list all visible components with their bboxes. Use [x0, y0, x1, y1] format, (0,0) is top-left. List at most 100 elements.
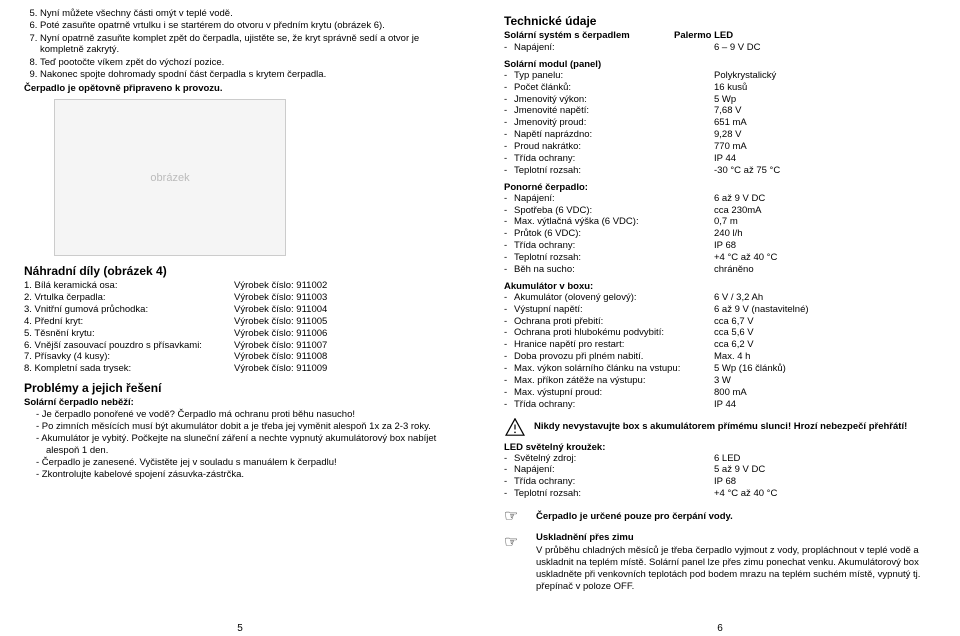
page-number: 6 — [717, 623, 723, 634]
instruction-step: Poté zasuňte opatrně vrtulku i se starté… — [40, 20, 456, 31]
spec-val: 3 W — [714, 375, 936, 387]
spec-val: 5 Wp — [714, 94, 936, 106]
spec-val: IP 44 — [714, 399, 936, 411]
spec-key: Světelný zdroj: — [514, 453, 714, 465]
spec-row: Napájení:6 až 9 V DC — [504, 193, 936, 205]
warning-icon — [504, 417, 526, 437]
spec-row: Třída ochrany:IP 68 — [504, 476, 936, 488]
spec-row: Třída ochrany:IP 44 — [504, 153, 936, 165]
spec-val: IP 68 — [714, 476, 936, 488]
system-name: Palermo LED — [674, 30, 936, 42]
spec-val: Max. 4 h — [714, 351, 936, 363]
spec-val: 770 mA — [714, 141, 936, 153]
spec-val: cca 230mA — [714, 205, 936, 217]
spec-key: Doba provozu při plném nabití. — [514, 351, 714, 363]
problems-subtitle: Solární čerpadlo neběží: — [24, 397, 456, 408]
spec-val: -30 °C až 75 °C — [714, 165, 936, 177]
spare-parts-list: 1. Bílá keramická osa:Výrobek číslo: 911… — [24, 280, 456, 375]
spare-part-row: 5. Těsnění krytu:Výrobek číslo: 911006 — [24, 328, 456, 340]
spare-part-row: 7. Přísavky (4 kusy):Výrobek číslo: 9110… — [24, 351, 456, 363]
part-name: 2. Vrtulka čerpadla: — [24, 292, 234, 304]
spare-part-row: 3. Vnitřní gumová průchodka:Výrobek čísl… — [24, 304, 456, 316]
spec-val: 6 V / 3,2 Ah — [714, 292, 936, 304]
spec-val: 800 mA — [714, 387, 936, 399]
spec-row: Výstupní napětí:6 až 9 V (nastavitelné) — [504, 304, 936, 316]
spec-val: IP 44 — [714, 153, 936, 165]
page-right: Technické údaje Solární systém s čerpadl… — [480, 0, 960, 636]
spec-val: chráněno — [714, 264, 936, 276]
spec-key: Třída ochrany: — [514, 240, 714, 252]
spec-val: +4 °C až 40 °C — [714, 252, 936, 264]
spec-val: Polykrystalický — [714, 70, 936, 82]
instruction-step: Teď pootočte víkem zpět do výchozí pozic… — [40, 57, 456, 68]
spec-key: Akumulátor (olovený gelový): — [514, 292, 714, 304]
spec-val: 240 l/h — [714, 228, 936, 240]
spec-key: Průtok (6 VDC): — [514, 228, 714, 240]
spec-key: Napájení: — [514, 193, 714, 205]
spec-key: Max. příkon zátěže na výstupu: — [514, 375, 714, 387]
part-name: 5. Těsnění krytu: — [24, 328, 234, 340]
spec-val: 6 až 9 V DC — [714, 193, 936, 205]
spec-row: Napájení:5 až 9 V DC — [504, 464, 936, 476]
spec-key: Napájení: — [514, 42, 714, 54]
spec-val: cca 5,6 V — [714, 327, 936, 339]
ready-note: Čerpadlo je opětovně připraveno k provoz… — [24, 83, 456, 95]
spec-key: Teplotní rozsah: — [514, 488, 714, 500]
spec-row: Jmenovitý výkon:5 Wp — [504, 94, 936, 106]
spec-val: 651 mA — [714, 117, 936, 129]
note1-row: ☞ Čerpadlo je určené pouze pro čerpání v… — [504, 506, 936, 526]
spec-val: 16 kusů — [714, 82, 936, 94]
problem-item: - Zkontrolujte kabelové spojení zásuvka-… — [36, 469, 456, 481]
spec-key: Napětí naprázdno: — [514, 129, 714, 141]
part-number: Výrobek číslo: 911004 — [234, 304, 456, 316]
spec-key: Jmenovitý výkon: — [514, 94, 714, 106]
spec-val: 6 LED — [714, 453, 936, 465]
spec-row: Akumulátor (olovený gelový):6 V / 3,2 Ah — [504, 292, 936, 304]
spec-row: Proud nakrátko:770 mA — [504, 141, 936, 153]
part-number: Výrobek číslo: 911007 — [234, 340, 456, 352]
spec-row: Jmenovitý proud:651 mA — [504, 117, 936, 129]
spec-key: Ochrana proti přebití: — [514, 316, 714, 328]
page-number: 5 — [237, 623, 243, 634]
spec-val: 7,68 V — [714, 105, 936, 117]
winter-text: V průběhu chladných měsíců je třeba čerp… — [536, 545, 936, 593]
spec-row: Hranice napětí pro restart:cca 6,2 V — [504, 339, 936, 351]
spec-row: Teplotní rozsah:-30 °C až 75 °C — [504, 165, 936, 177]
spec-row: Třída ochrany:IP 44 — [504, 399, 936, 411]
problem-item: - Po zimních měsících musí být akumuláto… — [36, 421, 456, 433]
spec-val: cca 6,7 V — [714, 316, 936, 328]
spec-key: Teplotní rozsah: — [514, 252, 714, 264]
winter-title: Uskladnění přes zimu — [536, 532, 936, 543]
part-name: 8. Kompletní sada trysek: — [24, 363, 234, 375]
part-number: Výrobek číslo: 911005 — [234, 316, 456, 328]
spare-part-row: 4. Přední kryt:Výrobek číslo: 911005 — [24, 316, 456, 328]
spec-key: Napájení: — [514, 464, 714, 476]
spec-row: Max. výkon solárního článku na vstupu:5 … — [504, 363, 936, 375]
spec-row: Běh na sucho:chráněno — [504, 264, 936, 276]
part-number: Výrobek číslo: 911002 — [234, 280, 456, 292]
spec-row: Jmenovité napětí:7,68 V — [504, 105, 936, 117]
spec-row: Průtok (6 VDC):240 l/h — [504, 228, 936, 240]
spec-val: IP 68 — [714, 240, 936, 252]
spec-key: Jmenovité napětí: — [514, 105, 714, 117]
page-left: Nyní můžete všechny části omýt v teplé v… — [0, 0, 480, 636]
spec-row: Napájení:6 – 9 V DC — [504, 42, 936, 54]
figure-image — [54, 99, 286, 256]
box-title: Akumulátor v boxu: — [504, 281, 936, 292]
part-name: 4. Přední kryt: — [24, 316, 234, 328]
part-name: 1. Bílá keramická osa: — [24, 280, 234, 292]
winter-block: Uskladnění přes zimu V průběhu chladných… — [536, 532, 936, 595]
spec-key: Hranice napětí pro restart: — [514, 339, 714, 351]
spec-row: Teplotní rozsah:+4 °C až 40 °C — [504, 488, 936, 500]
spec-val: 6 – 9 V DC — [714, 42, 936, 54]
spec-key: Proud nakrátko: — [514, 141, 714, 153]
spec-val: 9,28 V — [714, 129, 936, 141]
part-number: Výrobek číslo: 911003 — [234, 292, 456, 304]
spec-key: Max. výtlačná výška (6 VDC): — [514, 216, 714, 228]
tech-title: Technické údaje — [504, 14, 936, 28]
spec-row: Spotřeba (6 VDC):cca 230mA — [504, 205, 936, 217]
spec-row: Max. příkon zátěže na výstupu:3 W — [504, 375, 936, 387]
pump-rows: Napájení:6 až 9 V DCSpotřeba (6 VDC):cca… — [504, 193, 936, 276]
warning-row: Nikdy nevystavujte box s akumulátorem př… — [504, 417, 936, 437]
spec-row: Doba provozu při plném nabití.Max. 4 h — [504, 351, 936, 363]
